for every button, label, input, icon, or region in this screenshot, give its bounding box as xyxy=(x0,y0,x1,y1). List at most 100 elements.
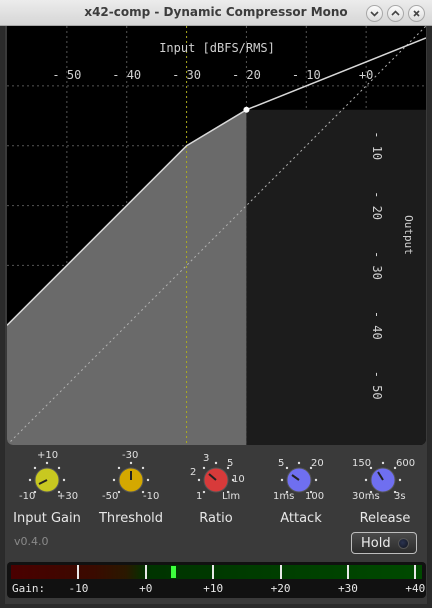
knob-dot xyxy=(117,466,121,470)
knob-dot xyxy=(129,461,133,465)
y-tick-label: - 30 xyxy=(370,251,384,280)
tick-label: 30ms xyxy=(352,491,380,502)
knob-dot xyxy=(45,461,49,465)
tick-label: 3s xyxy=(394,491,406,502)
knob-dot xyxy=(309,466,313,470)
gain-meter-bar xyxy=(11,565,422,579)
knob-body xyxy=(34,467,60,493)
meter-tick xyxy=(414,565,417,579)
meter-tick xyxy=(77,565,80,579)
tick-label: -10 xyxy=(19,491,36,502)
knob-dot xyxy=(280,478,284,482)
x-tick-label: - 50 xyxy=(52,68,81,82)
knob-dot xyxy=(398,478,402,482)
hold-button[interactable]: Hold xyxy=(351,532,417,554)
hold-label: Hold xyxy=(361,536,391,551)
ratio-curve xyxy=(7,37,426,326)
meter-scale-label: +10 xyxy=(203,582,224,595)
knob-dot xyxy=(231,478,235,482)
tick-label: -10 xyxy=(143,491,160,502)
knob-dot xyxy=(202,466,206,470)
knob-dot xyxy=(202,490,206,494)
tick-label: 150 xyxy=(352,458,372,469)
knob-dot xyxy=(146,478,150,482)
title-bar: x42-comp - Dynamic Compressor Mono xyxy=(0,0,432,26)
knob-dot xyxy=(297,461,301,465)
tick-label: Lim xyxy=(222,491,241,502)
knob-dot xyxy=(28,478,32,482)
knob-dot xyxy=(33,466,37,470)
knob-dot xyxy=(226,490,230,494)
knob-dot xyxy=(57,466,61,470)
knob-label: Input Gain xyxy=(13,511,81,526)
knob-dot xyxy=(141,466,145,470)
knob-dot xyxy=(393,466,397,470)
transfer-curve-plot: Input [dBFS/RMS] - 50- 40- 30- 20- 10 +0 … xyxy=(7,26,426,445)
knob-label: Release xyxy=(359,511,411,526)
knob-dot xyxy=(309,490,313,494)
tick-label: 600 xyxy=(396,458,416,469)
threshold-knob[interactable]: -30 -50 -10 Threshold xyxy=(91,448,171,538)
compression-fill xyxy=(7,109,247,445)
knob-dot xyxy=(57,490,61,494)
meter-scale-label: +0 xyxy=(139,582,153,595)
knob-dot xyxy=(141,490,145,494)
knob-label: Threshold xyxy=(98,511,164,526)
knob-dots xyxy=(28,461,66,494)
close-icon xyxy=(413,10,420,17)
x-tick-labels: - 50 - 40 - 30 - 20 - 10 +0 xyxy=(52,68,373,82)
tick-label: 5 xyxy=(227,458,234,469)
knob-dial xyxy=(280,461,318,494)
ratio-knob[interactable]: 3 2 5 1 10 Lim Ratio xyxy=(176,448,256,538)
version-label: v0.4.0 xyxy=(14,535,49,548)
knob-dial xyxy=(112,461,150,494)
knob-dot xyxy=(112,478,116,482)
window-title: x42-comp - Dynamic Compressor Mono xyxy=(84,5,348,19)
knob-dial xyxy=(364,461,402,494)
meter-scale-label: +30 xyxy=(337,582,358,595)
knob-dot xyxy=(314,478,318,482)
meter-scale-label: -10 xyxy=(68,582,89,595)
knob-dot xyxy=(62,478,66,482)
tick-label: 5 xyxy=(278,458,285,469)
y-tick-label: - 50 xyxy=(370,371,384,400)
tick-label: 10 xyxy=(232,474,245,485)
x-tick-label: - 30 xyxy=(172,68,201,82)
knob-dot xyxy=(393,490,397,494)
minimize-button[interactable] xyxy=(366,5,383,22)
knob-dot xyxy=(381,461,385,465)
knob-pointer xyxy=(208,473,217,481)
attack-knob[interactable]: 5 20 1ms 100 Attack xyxy=(261,448,341,538)
level-point xyxy=(243,106,250,113)
unity-line xyxy=(7,26,426,445)
x-tick-label: - 20 xyxy=(232,68,261,82)
input-gain-knob[interactable]: +10 -10 +30 Input Gain xyxy=(7,448,87,538)
chevron-up-icon xyxy=(391,10,400,16)
release-knob[interactable]: 150 600 30ms 3s Release xyxy=(345,448,425,538)
y-tick-label: - 40 xyxy=(370,311,384,340)
chevron-down-icon xyxy=(370,11,379,17)
gain-indicator xyxy=(170,566,176,578)
meter-tick xyxy=(144,565,147,579)
knob-dot xyxy=(369,466,373,470)
y-tick-label: - 10 xyxy=(370,131,384,160)
close-button[interactable] xyxy=(408,5,425,22)
knob-dot xyxy=(197,478,201,482)
tick-label: 2 xyxy=(190,467,197,478)
knob-dot xyxy=(285,490,289,494)
knob-dial xyxy=(197,461,235,494)
maximize-button[interactable] xyxy=(387,5,404,22)
hold-led-icon xyxy=(398,538,409,549)
knob-dot xyxy=(285,466,289,470)
knob-pointer xyxy=(38,479,48,485)
x-tick-label: - 40 xyxy=(112,68,141,82)
input-axis-label: Input [dBFS/RMS] xyxy=(159,41,275,55)
knob-dot xyxy=(33,490,37,494)
meter-tick xyxy=(212,565,215,579)
y-tick-label: - 20 xyxy=(370,191,384,220)
knob-dot xyxy=(214,461,218,465)
output-region xyxy=(246,109,426,445)
knob-label: Attack xyxy=(280,511,322,526)
meter-scale-label: +40 xyxy=(405,582,426,595)
knob-dots xyxy=(197,461,235,494)
